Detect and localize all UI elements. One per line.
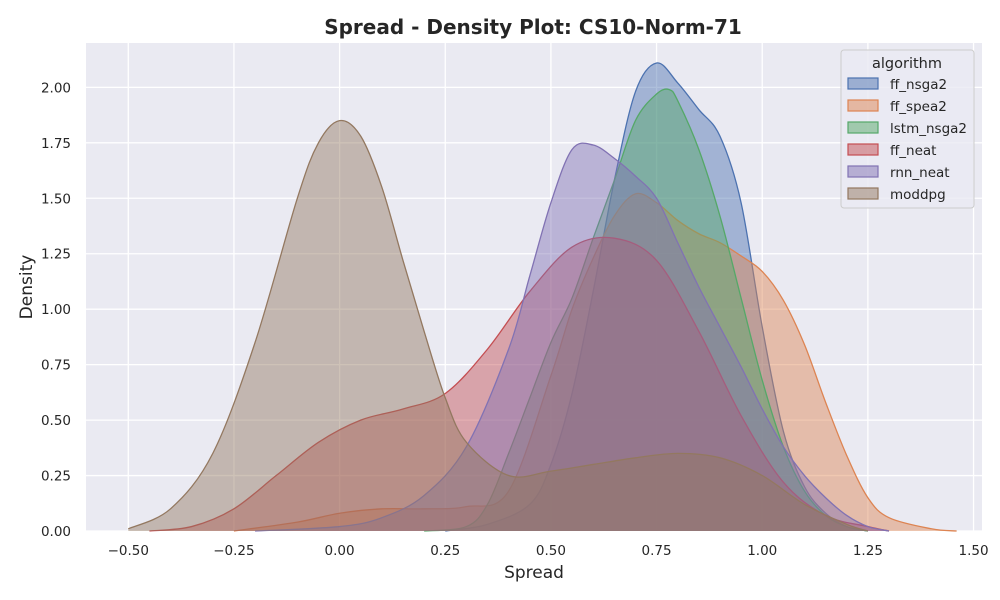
legend-label-ff_nsga2: ff_nsga2: [890, 77, 947, 93]
legend-swatch-rnn_neat: [847, 165, 879, 178]
x-tick-label: 1.50: [959, 543, 989, 559]
y-tick-label: 1.75: [41, 136, 71, 152]
density-area-ff_nsga2: [445, 62, 868, 531]
density-line-ff_spea2: [233, 192, 957, 532]
legend-label-moddpg: moddpg: [890, 187, 946, 203]
legend-swatch-ff_neat: [847, 143, 879, 156]
density-areas: [127, 62, 957, 532]
x-tick-label: 1.00: [747, 543, 777, 559]
y-tick-label: 2.00: [41, 80, 71, 96]
density-line-rnn_neat: [255, 142, 890, 532]
y-tick-label: 0.75: [41, 358, 71, 374]
legend-swatch-lstm_nsga2: [847, 121, 879, 134]
legend-label-lstm_nsga2: lstm_nsga2: [890, 121, 967, 137]
y-tick-label: 0.00: [41, 524, 71, 540]
chart-title: Spread - Density Plot: CS10-Norm-71: [324, 15, 742, 39]
legend-label-rnn_neat: rnn_neat: [890, 165, 950, 181]
x-tick-label: −0.50: [108, 543, 149, 559]
legend-label-ff_spea2: ff_spea2: [890, 99, 947, 115]
x-axis-label: Spread: [504, 563, 564, 583]
legend-swatch-ff_nsga2: [847, 77, 879, 90]
y-tick-label: 1.50: [41, 191, 71, 207]
density-line-ff_neat: [149, 236, 890, 532]
y-tick-label: 1.00: [41, 302, 71, 318]
y-axis-label: Density: [17, 255, 37, 320]
density-line-moddpg: [127, 119, 869, 532]
x-tick-label: 0.25: [430, 543, 460, 559]
density-area-ff_neat: [149, 237, 890, 531]
density-area-lstm_nsga2: [424, 89, 868, 532]
density-area-moddpg: [128, 120, 868, 531]
y-tick-labels: 0.00 0.25 0.50 0.75 1.00 1.25 1.50 1.75 2.00: [41, 80, 71, 540]
density-line-ff_nsga2: [445, 62, 869, 532]
y-tick-label: 0.25: [41, 469, 71, 485]
density-line-lstm_nsga2: [424, 88, 869, 532]
legend: algorithm ff_nsga2 ff_spea2 lstm_nsga2 ff_n…: [840, 49, 975, 209]
legend-swatch-moddpg: [847, 187, 879, 200]
legend-title: algorithm: [872, 56, 942, 72]
density-area-rnn_neat: [255, 143, 890, 531]
y-tick-label: 1.25: [41, 247, 71, 263]
x-tick-labels: −0.50 −0.25 0.00 0.25 0.50 0.75 1.00 1.25 1.50: [108, 543, 989, 559]
x-tick-label: 1.25: [853, 543, 883, 559]
x-tick-label: 0.50: [536, 543, 566, 559]
legend-label-ff_neat: ff_neat: [890, 143, 936, 159]
x-tick-label: −0.25: [213, 543, 254, 559]
x-tick-label: 0.00: [325, 543, 355, 559]
y-tick-label: 0.50: [41, 413, 71, 429]
x-tick-label: 0.75: [642, 543, 672, 559]
legend-swatch-ff_spea2: [847, 99, 879, 112]
density-area-ff_spea2: [233, 193, 957, 531]
